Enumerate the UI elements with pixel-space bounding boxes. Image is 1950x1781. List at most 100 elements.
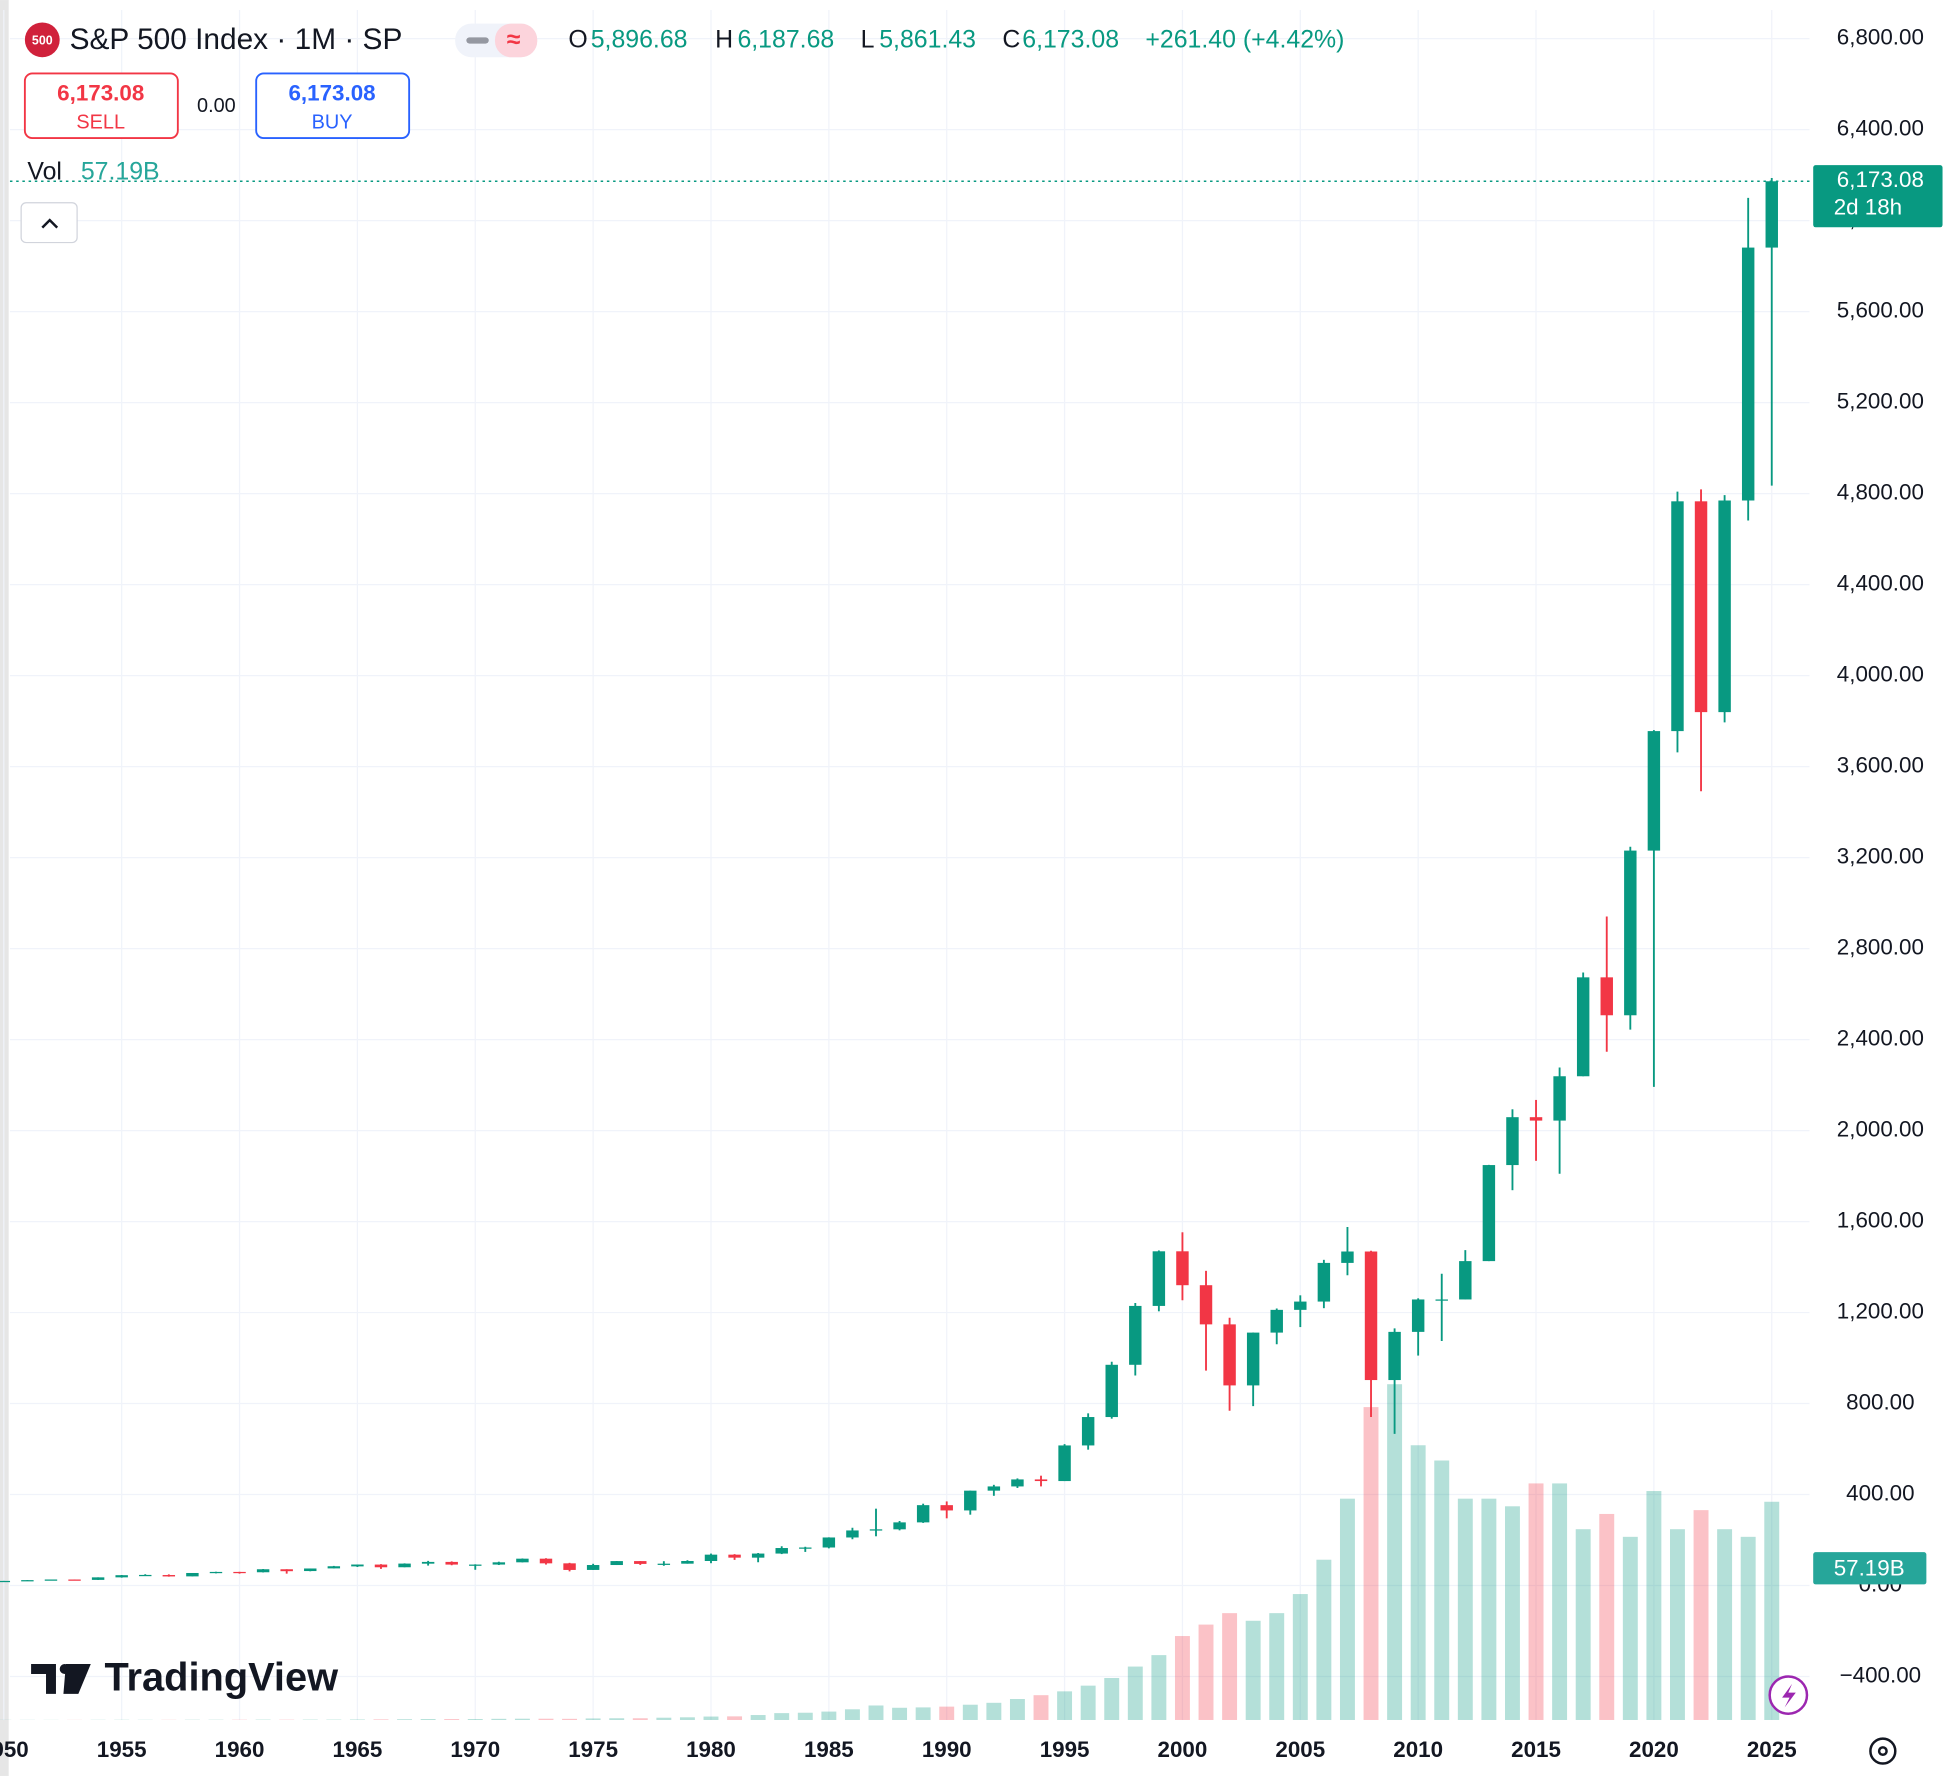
- candle-body: [1200, 1285, 1212, 1324]
- candle-body: [328, 1566, 340, 1568]
- ohlc-value: 6,187.68: [737, 26, 834, 54]
- volume-bar: [374, 1719, 389, 1720]
- candle-body: [988, 1486, 1000, 1490]
- sell-label: SELL: [76, 111, 125, 133]
- candle-body: [1695, 501, 1707, 712]
- candle-body: [1436, 1299, 1448, 1300]
- x-tick-label: 1980: [686, 1737, 736, 1762]
- candle-body: [1223, 1324, 1235, 1385]
- volume-bar: [656, 1718, 671, 1720]
- candle-body: [0, 1581, 10, 1582]
- volume-bar: [1741, 1537, 1756, 1720]
- candle-body: [469, 1565, 481, 1566]
- y-tick-label: 800.00: [1846, 1389, 1914, 1414]
- candle-body: [1624, 851, 1636, 1016]
- volume-bar: [397, 1719, 412, 1720]
- volume-bar: [1316, 1560, 1331, 1720]
- volume-bar: [1387, 1384, 1402, 1720]
- volume-bar: [1623, 1537, 1638, 1720]
- toggle-dash: [466, 37, 488, 43]
- x-tick-label: 1985: [804, 1737, 854, 1762]
- volume-bar: [1434, 1461, 1449, 1720]
- y-tick-label: 1,200.00: [1837, 1298, 1924, 1323]
- volume-bar: [1646, 1491, 1661, 1720]
- candle-body: [1671, 501, 1683, 731]
- volume-value: 57.19B: [81, 157, 160, 185]
- y-tick-label: 2,000.00: [1837, 1116, 1924, 1141]
- volume-bar: [1529, 1483, 1544, 1720]
- logo-text: 500: [32, 33, 53, 47]
- x-tick-label: 1990: [922, 1737, 972, 1762]
- collapse-button[interactable]: [21, 203, 77, 243]
- candle-body: [563, 1563, 575, 1570]
- candle-body: [257, 1569, 269, 1572]
- y-tick-label: 6,400.00: [1837, 116, 1924, 141]
- volume-bar: [562, 1719, 577, 1720]
- volume-bar: [821, 1712, 836, 1720]
- candle-body: [304, 1568, 316, 1571]
- candle-body: [21, 1580, 33, 1581]
- volume-bar: [1199, 1625, 1214, 1720]
- volume-bar: [468, 1719, 483, 1720]
- volume-bar: [609, 1718, 624, 1720]
- candle-body: [1271, 1310, 1283, 1333]
- y-tick-label: 2,400.00: [1837, 1025, 1924, 1050]
- buy-price: 6,173.08: [288, 80, 375, 105]
- candle-body: [1365, 1252, 1377, 1381]
- x-tick-label: 2015: [1511, 1737, 1561, 1762]
- volume-bar: [963, 1705, 978, 1720]
- candle-body: [210, 1572, 222, 1573]
- candle-body: [1082, 1417, 1094, 1445]
- x-tick-label: 1965: [333, 1737, 383, 1762]
- candle-body: [634, 1561, 646, 1564]
- candle-body: [1648, 731, 1660, 850]
- buy-label: BUY: [312, 111, 353, 133]
- candle-body: [45, 1579, 57, 1580]
- candle-body: [893, 1522, 905, 1529]
- candle-body: [1247, 1333, 1259, 1386]
- volume-bar: [1717, 1529, 1732, 1720]
- candle-body: [823, 1537, 835, 1547]
- volume-bar: [444, 1719, 459, 1720]
- candle-body: [1058, 1445, 1070, 1481]
- volume-bar: [1364, 1407, 1379, 1720]
- candle-body: [1553, 1076, 1565, 1120]
- change: +261.40 (+4.42%): [1145, 26, 1344, 54]
- volume-badge-label: 57.19B: [1834, 1555, 1905, 1580]
- candle-body: [610, 1561, 622, 1565]
- candle-body: [1011, 1479, 1023, 1486]
- candle-body: [163, 1575, 175, 1576]
- volume-bar: [1081, 1686, 1096, 1720]
- x-tick-label: 2000: [1158, 1737, 1208, 1762]
- x-tick-label: 2020: [1629, 1737, 1679, 1762]
- candle-body: [941, 1505, 953, 1510]
- y-tick-label: 4,000.00: [1837, 662, 1924, 687]
- candle-body: [115, 1575, 127, 1577]
- volume-bar: [1034, 1695, 1049, 1720]
- volume-bar: [539, 1719, 554, 1720]
- candle-body: [233, 1572, 245, 1573]
- volume-bar: [1505, 1506, 1520, 1720]
- candle-body: [1341, 1252, 1353, 1263]
- y-tick-label: 1,600.00: [1837, 1207, 1924, 1232]
- volume-bar: [751, 1715, 766, 1720]
- volume-bar: [798, 1713, 813, 1720]
- candle-body: [68, 1580, 80, 1581]
- brand-dot: [60, 1664, 70, 1674]
- volume-bar: [727, 1716, 742, 1720]
- candle-body: [1530, 1117, 1542, 1120]
- candle-body: [1129, 1306, 1141, 1365]
- ohlc-key: H: [715, 26, 733, 54]
- volume-bar: [1552, 1483, 1567, 1720]
- volume-bar: [1576, 1529, 1591, 1720]
- y-tick-label: 5,200.00: [1837, 389, 1924, 414]
- volume-bar: [845, 1709, 860, 1720]
- y-tick-label: 4,800.00: [1837, 480, 1924, 505]
- candle-body: [516, 1559, 528, 1563]
- volume-bar: [704, 1717, 719, 1720]
- candle-body: [705, 1555, 717, 1561]
- volume-bar: [515, 1719, 530, 1720]
- y-tick-label: 3,200.00: [1837, 844, 1924, 869]
- spread: 0.00: [197, 95, 236, 117]
